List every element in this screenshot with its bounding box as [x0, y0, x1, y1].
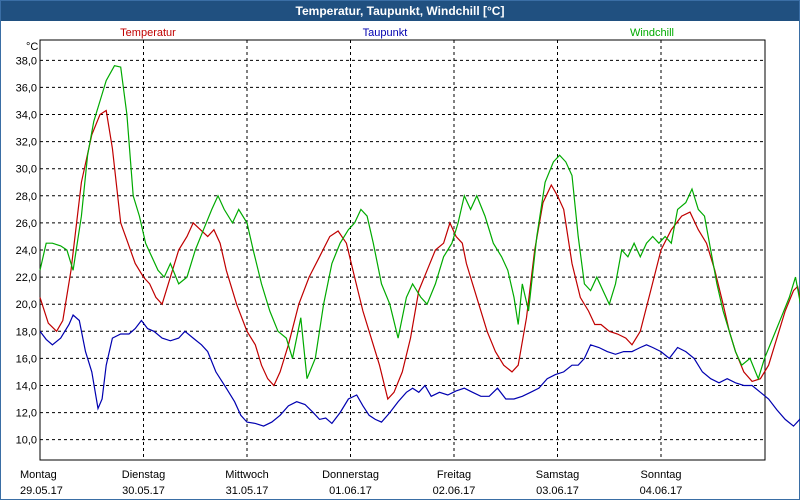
series-group	[39, 65, 800, 427]
series-line-taupunkt	[39, 314, 800, 427]
y-tick-label: 16,0	[16, 353, 37, 365]
y-tick-label: 22,0	[16, 272, 37, 284]
y-tick-label: 36,0	[16, 82, 37, 94]
y-tick-label: 20,0	[16, 299, 37, 311]
x-tick-date: 03.06.17	[536, 485, 579, 497]
x-tick-date: 31.05.17	[226, 485, 269, 497]
x-tick-day: Freitag	[437, 469, 471, 481]
legend-windchill: Windchill	[630, 27, 674, 39]
y-tick-label: 38,0	[16, 55, 37, 67]
legend-taupunkt: Taupunkt	[363, 27, 408, 39]
x-tick-day: Montag	[20, 469, 57, 481]
x-tick-day: Samstag	[536, 469, 579, 481]
x-tick-date: 02.06.17	[433, 485, 476, 497]
x-tick-date: 01.06.17	[329, 485, 372, 497]
x-tick-date: 29.05.17	[20, 485, 63, 497]
series-line-windchill	[39, 65, 800, 381]
y-tick-label: 30,0	[16, 164, 37, 176]
y-tick-label: 14,0	[16, 380, 37, 392]
y-tick-label: 28,0	[16, 191, 37, 203]
x-tick-day: Donnerstag	[322, 469, 379, 481]
y-tick-label: 12,0	[16, 408, 37, 420]
y-tick-label: 34,0	[16, 110, 37, 122]
grid	[40, 40, 765, 460]
y-tick-label: 26,0	[16, 218, 37, 230]
y-tick-label: 32,0	[16, 137, 37, 149]
x-tick-day: Sonntag	[641, 469, 682, 481]
x-axis: Montag 29.05.17 Dienstag 30.05.17 Mittwoch 31…	[20, 469, 682, 497]
legend: Temperatur Taupunkt Windchill	[120, 27, 674, 39]
chart-title: Temperatur, Taupunkt, Windchill [°C]	[1, 1, 799, 21]
x-tick-date: 30.05.17	[122, 485, 165, 497]
x-tick-day: Dienstag	[122, 469, 165, 481]
x-tick-date: 04.06.17	[640, 485, 683, 497]
y-tick-label: 24,0	[16, 245, 37, 257]
y-axis-unit: °C	[26, 41, 38, 53]
y-tick-label: 18,0	[16, 326, 37, 338]
y-tick-label: 10,0	[16, 435, 37, 447]
x-tick-day: Mittwoch	[225, 469, 268, 481]
y-axis: 10,0 12,0 14,0 16,0 18,0 20,0 22,0 24,0 26,0 28,0…	[16, 41, 39, 447]
legend-temperatur: Temperatur	[120, 27, 176, 39]
